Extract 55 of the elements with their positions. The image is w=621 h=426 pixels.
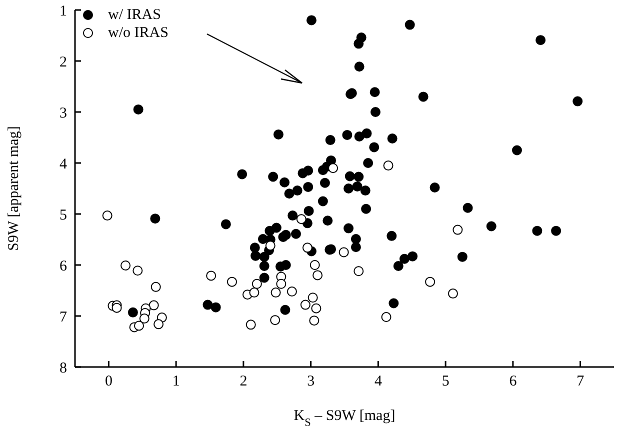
point <box>148 300 159 310</box>
point <box>300 300 310 310</box>
point <box>354 266 364 276</box>
y-tick-label: 5 <box>60 207 67 224</box>
point <box>452 224 463 235</box>
point <box>150 282 161 292</box>
y-tick-label: 3 <box>60 105 67 122</box>
point <box>383 160 394 171</box>
point <box>312 270 323 280</box>
x-tick-label: 4 <box>374 374 382 390</box>
point <box>265 240 276 251</box>
point <box>112 302 122 313</box>
point <box>270 288 281 298</box>
x-tick-label: 7 <box>576 374 585 390</box>
point <box>425 276 436 287</box>
y-tick-label: 1 <box>60 3 67 20</box>
x-tick-label: 2 <box>240 374 248 390</box>
point <box>102 210 112 221</box>
point <box>206 270 216 281</box>
point <box>270 315 280 326</box>
point <box>308 292 318 303</box>
legend-label: w/ IRAS <box>108 6 161 24</box>
x-axis-title: K$_{S}$ – S9W [mag] <box>294 408 396 426</box>
point <box>249 288 260 298</box>
point <box>338 247 349 258</box>
point <box>381 312 392 322</box>
point <box>132 266 143 276</box>
y-tick-label: 6 <box>60 258 68 274</box>
x-tick-label: 1 <box>172 374 180 390</box>
y-tick-label: 4 <box>60 156 68 172</box>
y-tick-label: 7 <box>60 309 68 326</box>
point <box>276 278 286 289</box>
legend-label: w/o IRAS <box>108 24 168 42</box>
point <box>134 320 144 331</box>
point <box>311 303 322 314</box>
point <box>286 286 297 297</box>
point <box>252 278 262 289</box>
point <box>448 288 458 299</box>
y-tick-label: 2 <box>60 54 67 70</box>
point <box>139 314 150 324</box>
point <box>120 260 131 271</box>
point <box>302 242 312 253</box>
point <box>226 276 237 287</box>
point <box>154 319 164 330</box>
x-tick-label: 0 <box>104 374 112 390</box>
point <box>246 320 256 330</box>
x-tick-label: 6 <box>509 374 518 390</box>
y-axis-title: S9W [apparent mag] <box>6 126 22 251</box>
point <box>296 214 306 224</box>
y-tick-label: 8 <box>60 360 67 376</box>
point <box>310 260 320 270</box>
x-tick-label: 3 <box>307 374 315 390</box>
point <box>328 163 338 174</box>
x-tick-label: 5 <box>442 374 450 390</box>
point <box>309 316 320 326</box>
